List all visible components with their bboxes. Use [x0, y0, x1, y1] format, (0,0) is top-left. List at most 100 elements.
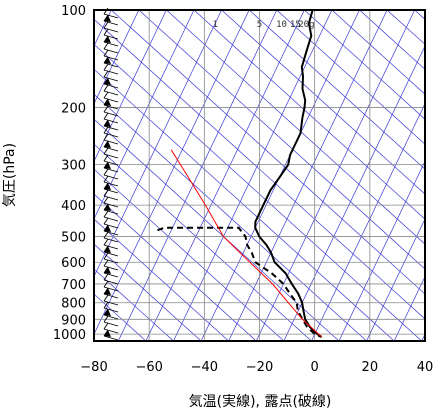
wind-barb: [103, 48, 119, 54]
wind-barb: [103, 111, 119, 117]
x-tick-label: −40: [191, 360, 218, 375]
adiabat-line: [248, 10, 425, 170]
wind-barb-feather: [103, 154, 109, 162]
adiabat-line: [94, 243, 202, 341]
wind-barb: [103, 132, 119, 138]
wind-barb-flag: [104, 57, 111, 64]
wind-barb-flag: [104, 267, 111, 274]
wind-barb-flag: [104, 15, 111, 22]
wind-barb-flag: [104, 162, 111, 169]
wind-barb-flag: [104, 204, 111, 211]
isotherm-line: [393, 275, 425, 341]
adiabat-line: [193, 10, 425, 220]
isotherm-line: [145, 10, 305, 341]
wind-barb: [103, 181, 119, 187]
isotherm-line: [311, 102, 425, 341]
wind-barb: [103, 139, 119, 145]
wind-barb: [103, 195, 119, 201]
isotherm-line: [94, 10, 195, 220]
wind-barb: [103, 230, 119, 236]
adiabat-line: [94, 93, 367, 341]
y-tick-label: 100: [61, 4, 86, 19]
wind-barb-flag: [104, 225, 111, 232]
mixing-ratio-label: 20g: [298, 20, 314, 30]
wind-barb-feather: [103, 49, 109, 57]
wind-barb: [103, 265, 119, 271]
background-lines: [0, 10, 425, 341]
wind-barb: [103, 335, 119, 341]
isotherm-line: [94, 10, 250, 335]
wind-barbs: [103, 7, 119, 341]
wind-barb: [103, 76, 119, 82]
x-tick-labels: −80 −60 −40 −20 0 20 40: [80, 360, 433, 375]
mixing-ratio-label: 10: [276, 20, 287, 30]
y-tick-label: 900: [61, 313, 86, 328]
wind-barb: [103, 251, 119, 257]
wind-barb-feather: [103, 231, 109, 239]
x-axis-title: 気温(実線), 露点(破線): [189, 394, 332, 410]
wind-barb-feather: [103, 273, 109, 281]
y-tick-label: 300: [61, 159, 86, 174]
wind-barb: [103, 293, 119, 299]
wind-barb-feather: [103, 91, 109, 99]
adiabat-line: [94, 68, 395, 341]
wind-barb-feather: [103, 252, 109, 260]
wind-barb-feather: [103, 189, 109, 197]
adiabat-line: [94, 118, 340, 341]
adiabat-line: [359, 10, 425, 70]
wind-barb: [103, 20, 119, 26]
wind-barb-feather: [103, 301, 109, 309]
wind-barb-feather: [103, 42, 109, 50]
adiabat-line: [276, 10, 425, 145]
adiabat-line: [94, 18, 425, 320]
wind-barb-flag: [104, 78, 111, 85]
wind-barb: [103, 279, 119, 285]
adiabat-line: [94, 168, 285, 341]
isotherm-line: [0, 10, 1, 341]
wind-barb: [103, 209, 119, 215]
isotherm-line: [94, 10, 222, 278]
wind-barb-feather: [103, 21, 109, 29]
wind-barb-feather: [103, 322, 109, 330]
plot-frame: [93, 9, 426, 342]
wind-barb-feather: [103, 238, 109, 246]
wind-barb-flag: [104, 309, 111, 316]
wind-barb-flag: [104, 141, 111, 148]
x-tick-label: −80: [80, 360, 107, 375]
wind-barb-flag: [104, 99, 111, 106]
isotherm-line: [228, 10, 388, 341]
wind-barb: [103, 125, 119, 131]
adiabat-line: [221, 10, 425, 195]
wind-barb: [103, 188, 119, 194]
wind-barb: [103, 174, 119, 180]
wind-barb-feather: [103, 105, 109, 113]
series-0-line: [254, 10, 323, 338]
wind-barb: [103, 272, 119, 278]
wind-barb: [103, 97, 119, 103]
wind-barb: [103, 237, 119, 243]
x-tick-label: 20: [362, 360, 379, 375]
wind-barb: [103, 216, 119, 222]
wind-barb-feather: [103, 112, 109, 120]
y-tick-label: 200: [61, 102, 86, 117]
isotherm-line: [338, 160, 425, 341]
wind-barb: [103, 34, 119, 40]
adiabat-line: [111, 10, 425, 295]
wind-barb-flag: [104, 36, 111, 43]
wind-barb-feather: [103, 280, 109, 288]
x-tick-label: 0: [311, 360, 319, 375]
y-tick-label: 800: [61, 297, 86, 312]
wind-barb: [103, 160, 119, 166]
wind-barb: [103, 13, 119, 19]
wind-barb-feather: [103, 84, 109, 92]
wind-barb: [103, 104, 119, 110]
wind-barb: [103, 55, 119, 61]
isotherm-line: [173, 10, 333, 341]
wind-barb-flag: [104, 183, 111, 190]
wind-barb: [103, 153, 119, 159]
wind-barb-feather: [103, 175, 109, 183]
mixing-ratio-label: 5: [257, 20, 262, 30]
